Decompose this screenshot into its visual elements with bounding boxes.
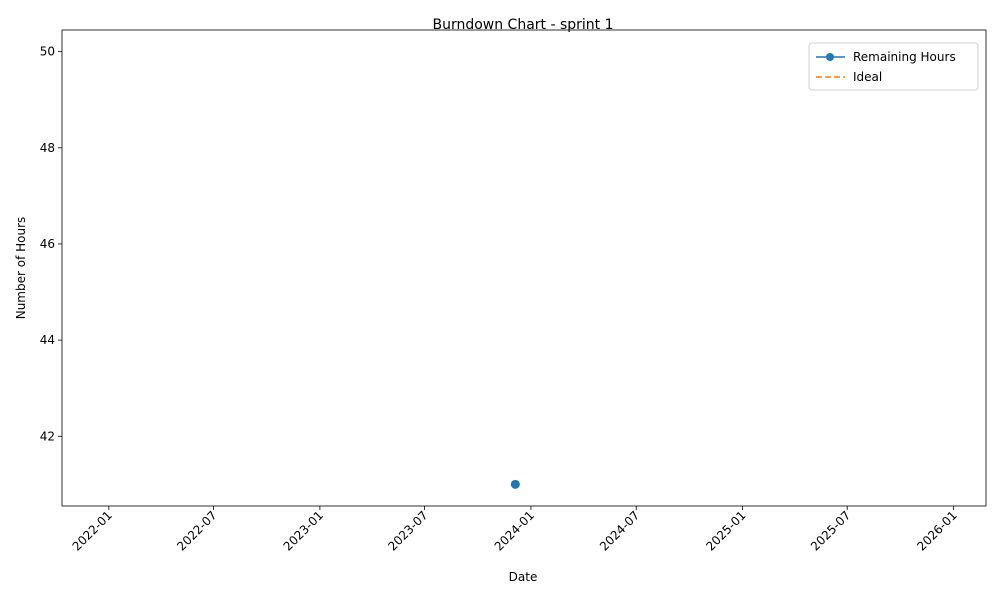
legend-box [808,42,979,91]
x-tick-label: 2024-01 [492,508,537,553]
x-tick-label: 2026-01 [914,508,959,553]
y-tick-label: 42 [40,429,55,443]
x-tick-label: 2023-07 [385,508,430,553]
series-layer [510,479,520,489]
x-axis: 2022-01 2022-07 2023-01 2023-07 2024-01 2024-… [70,506,960,554]
y-tick-label: 48 [40,141,55,155]
chart-title: Burndown Chart - sprint 1 [432,17,613,33]
plot-area [61,29,987,507]
y-tick-label: 46 [40,237,55,251]
legend: Remaining Hours Ideal [808,42,979,91]
y-tick-label: 44 [40,333,55,347]
legend-label: Ideal [853,70,882,84]
y-tick-label: 50 [40,45,55,59]
y-axis-label: Number of Hours [14,217,28,320]
legend-label: Remaining Hours [853,50,956,64]
legend-item-ideal: Ideal [816,70,882,84]
x-tick-label: 2025-01 [703,508,748,553]
y-axis: 42 44 46 48 50 [40,45,62,443]
x-tick-label: 2022-01 [70,508,115,553]
x-tick-label: 2024-07 [597,508,642,553]
data-point-remaining-hours [510,479,520,489]
x-tick-label: 2025-07 [808,508,853,553]
x-axis-label: Date [509,570,538,584]
legend-marker-remaining-hours [826,53,834,61]
x-tick-label: 2022-07 [174,508,219,553]
x-tick-label: 2023-01 [281,508,326,553]
legend-item-remaining-hours: Remaining Hours [816,50,956,64]
